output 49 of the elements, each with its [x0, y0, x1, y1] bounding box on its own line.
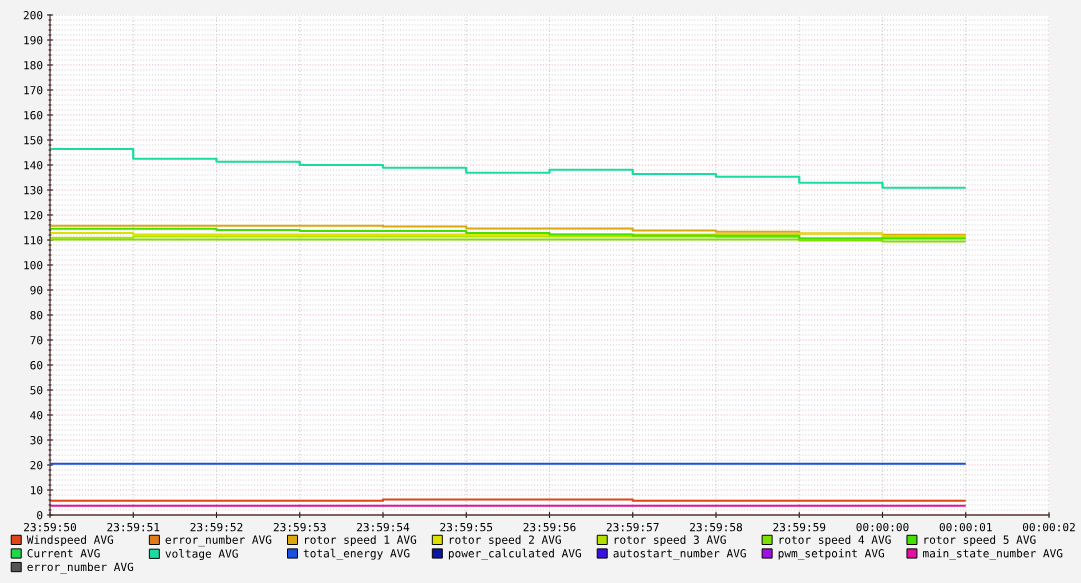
legend-label: error_number AVG: [165, 535, 272, 547]
y-tick-label: 160: [24, 111, 43, 120]
y-tick-label: 110: [24, 236, 43, 245]
x-tick-label: 00:00:01: [939, 522, 992, 532]
x-tick-label: 23:59:59: [773, 522, 826, 532]
legend-label: autostart_number AVG: [613, 548, 746, 560]
x-tick-label: 23:59:57: [606, 522, 659, 532]
legend-label: rotor speed 5 AVG: [924, 535, 1036, 547]
y-tick-label: 90: [30, 286, 43, 295]
y-tick-label: 150: [24, 136, 43, 145]
x-tick-label: 23:59:54: [357, 522, 410, 532]
legend-label: rotor speed 4 AVG: [779, 535, 891, 547]
legend-label: power_calculated AVG: [448, 548, 581, 560]
x-tick-label: 00:00:02: [1022, 522, 1075, 532]
legend-label: voltage AVG: [165, 549, 238, 561]
y-tick-label: 20: [30, 461, 43, 470]
x-tick-label: 23:59:53: [273, 522, 326, 532]
legend-label: rotor speed 2 AVG: [449, 535, 561, 547]
x-tick-label: 23:59:55: [440, 522, 493, 532]
legend-label: rotor speed 3 AVG: [614, 535, 726, 547]
y-tick-label: 200: [23, 11, 43, 20]
y-tick-label: 120: [24, 211, 43, 220]
x-tick-label: 23:59:50: [24, 522, 77, 532]
y-tick-label: 70: [30, 336, 43, 345]
x-tick-label: 23:59:52: [190, 522, 243, 532]
legend-label: main_state_number AVG: [923, 548, 1063, 560]
x-tick-label: 23:59:58: [690, 522, 743, 532]
y-tick-label: 80: [30, 311, 43, 320]
y-tick-label: 100: [24, 261, 43, 270]
legend-label: Windspeed AVG: [26, 535, 114, 547]
x-tick-label: 23:59:51: [107, 522, 160, 532]
y-tick-label: 30: [30, 436, 43, 445]
y-tick-label: 0: [37, 511, 43, 520]
y-tick-label: 170: [24, 86, 43, 95]
y-tick-label: 10: [31, 486, 43, 495]
legend-label: rotor speed 1 AVG: [305, 535, 417, 547]
y-tick-label: 50: [30, 386, 43, 395]
x-tick-label: 00:00:00: [856, 522, 909, 532]
y-tick-label: 40: [30, 411, 43, 420]
x-tick-label: 23:59:56: [523, 522, 576, 532]
y-tick-label: 60: [30, 361, 43, 370]
y-tick-label: 140: [24, 161, 43, 170]
y-tick-label: 190: [24, 36, 43, 45]
legend-label: total_energy AVG: [303, 548, 410, 560]
y-tick-label: 130: [24, 186, 43, 195]
legend-label: error_number AVG: [27, 562, 134, 574]
legend-label: pwm_setpoint AVG: [778, 548, 885, 560]
y-tick-label: 180: [24, 61, 43, 70]
legend-label: Current AVG: [27, 549, 100, 558]
